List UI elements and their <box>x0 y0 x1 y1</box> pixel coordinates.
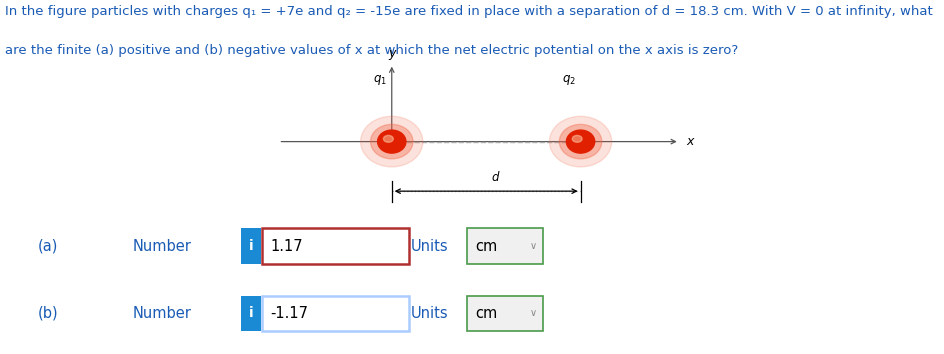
Text: In the figure particles with charges q₁ = +7e and q₂ = -15e are fixed in place w: In the figure particles with charges q₁ … <box>5 5 933 18</box>
Text: x: x <box>686 135 694 148</box>
Ellipse shape <box>559 124 602 159</box>
Ellipse shape <box>566 130 595 153</box>
Text: are the finite (a) positive and (b) negative values of x at which the net electr: are the finite (a) positive and (b) nega… <box>5 44 738 57</box>
Text: i: i <box>249 239 253 253</box>
Text: cm: cm <box>475 239 497 253</box>
FancyBboxPatch shape <box>467 228 543 264</box>
Text: Number: Number <box>132 306 191 321</box>
Text: cm: cm <box>475 306 497 321</box>
Text: ∨: ∨ <box>530 308 537 318</box>
Text: $q_2$: $q_2$ <box>562 73 576 87</box>
Ellipse shape <box>361 116 423 167</box>
Text: d: d <box>492 171 499 184</box>
Ellipse shape <box>383 135 394 142</box>
FancyBboxPatch shape <box>467 296 543 331</box>
Ellipse shape <box>549 116 612 167</box>
FancyBboxPatch shape <box>262 296 409 331</box>
Text: (b): (b) <box>38 306 59 321</box>
FancyBboxPatch shape <box>241 296 261 331</box>
Text: 1.17: 1.17 <box>270 239 303 253</box>
Ellipse shape <box>370 124 413 159</box>
Text: Units: Units <box>411 239 448 253</box>
Text: $q_1$: $q_1$ <box>373 73 387 87</box>
Text: -1.17: -1.17 <box>270 306 308 321</box>
Text: Units: Units <box>411 306 448 321</box>
Ellipse shape <box>378 130 406 153</box>
Ellipse shape <box>572 135 582 142</box>
FancyBboxPatch shape <box>241 228 261 264</box>
FancyBboxPatch shape <box>262 228 409 264</box>
Text: ∨: ∨ <box>530 241 537 251</box>
Text: i: i <box>249 306 253 320</box>
Text: Number: Number <box>132 239 191 253</box>
Text: y: y <box>388 47 396 60</box>
Text: (a): (a) <box>38 239 59 253</box>
